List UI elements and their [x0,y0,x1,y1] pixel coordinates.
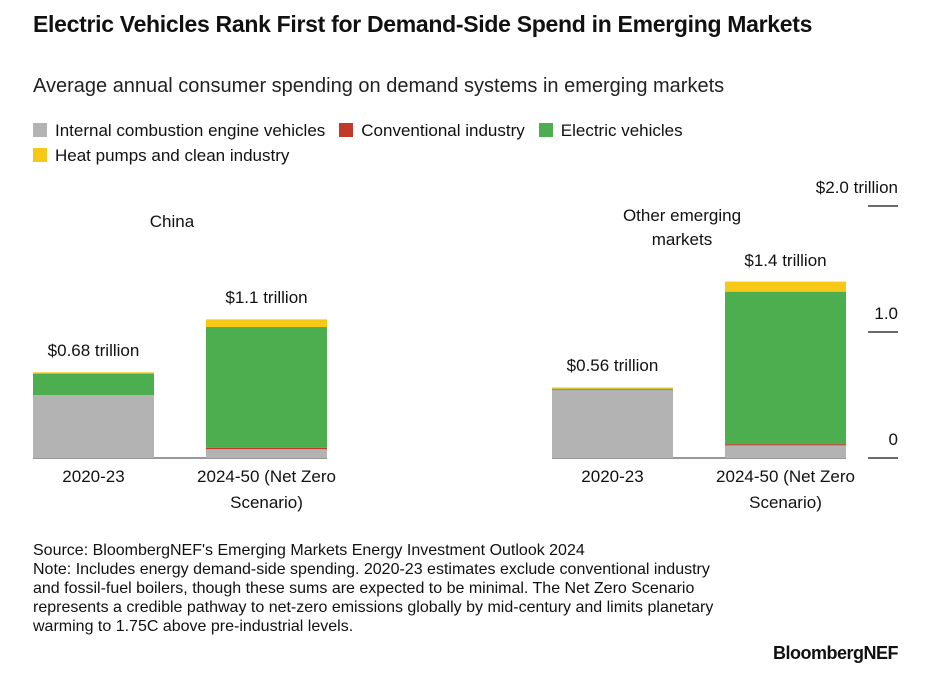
group-label: China [149,212,195,231]
legend-item: Electric vehicles [538,118,683,143]
bar-segment [552,388,673,390]
legend-label: Electric vehicles [560,121,683,140]
source: Source: BloombergNEF's Emerging Markets … [33,542,585,559]
y-tick-label: 1.0 [874,304,898,323]
bar-segment [725,291,846,445]
legend-swatch [538,123,553,137]
bar-segment [725,444,846,446]
bar-segment [206,447,327,450]
x-tick-label: 2024-50 (Net Zero Scenario) [716,467,855,512]
brand: BloombergNEF [772,643,899,663]
bar-segment [206,319,327,327]
group-label: Other emerging markets [622,206,742,249]
legend-swatch [339,123,354,137]
y-tick-label: 0 [888,430,898,449]
legend: Internal combustion engine vehicles Conve… [33,118,833,168]
total-label: $1.1 trillion [225,288,308,308]
y-tick-label: $2.0 trillion [815,178,898,197]
x-tick-label: 2020-23 [581,467,644,486]
x-tick-label: 2020-23 [62,467,125,486]
legend-label: Heat pumps and clean industry [55,146,290,165]
legend-label: Internal combustion engine vehicles [55,121,326,140]
footnote: Source: BloombergNEF's Emerging Markets … [33,541,733,636]
bar-segment [725,281,846,292]
chart-title: Electric Vehicles Rank First for Demand-… [33,11,813,37]
chart-subtitle: Average annual consumer spending on dema… [33,75,725,97]
x-tick-label: 2024-50 (Net Zero Scenario) [197,467,336,512]
bar-segment [552,387,673,389]
legend-item: Internal combustion engine vehicles [33,118,325,143]
bar-segment [206,449,327,458]
bar-segment [33,373,154,395]
legend-swatch [33,148,47,162]
bar-segment [725,445,846,458]
total-label: $0.56 trillion [566,356,659,376]
bar-segment [552,389,673,458]
bar-segment [33,372,154,374]
bar-segment [206,326,327,448]
legend-item: Heat pumps and clean industry [33,143,289,168]
legend-label: Conventional industry [361,121,525,140]
total-label: $0.68 trillion [47,341,140,361]
total-label: $1.4 trillion [744,250,827,270]
legend-item: Conventional industry [339,118,525,143]
legend-swatch [33,123,47,137]
bar-segment [33,395,154,458]
note: Note: Includes energy demand-side spendi… [33,561,714,635]
